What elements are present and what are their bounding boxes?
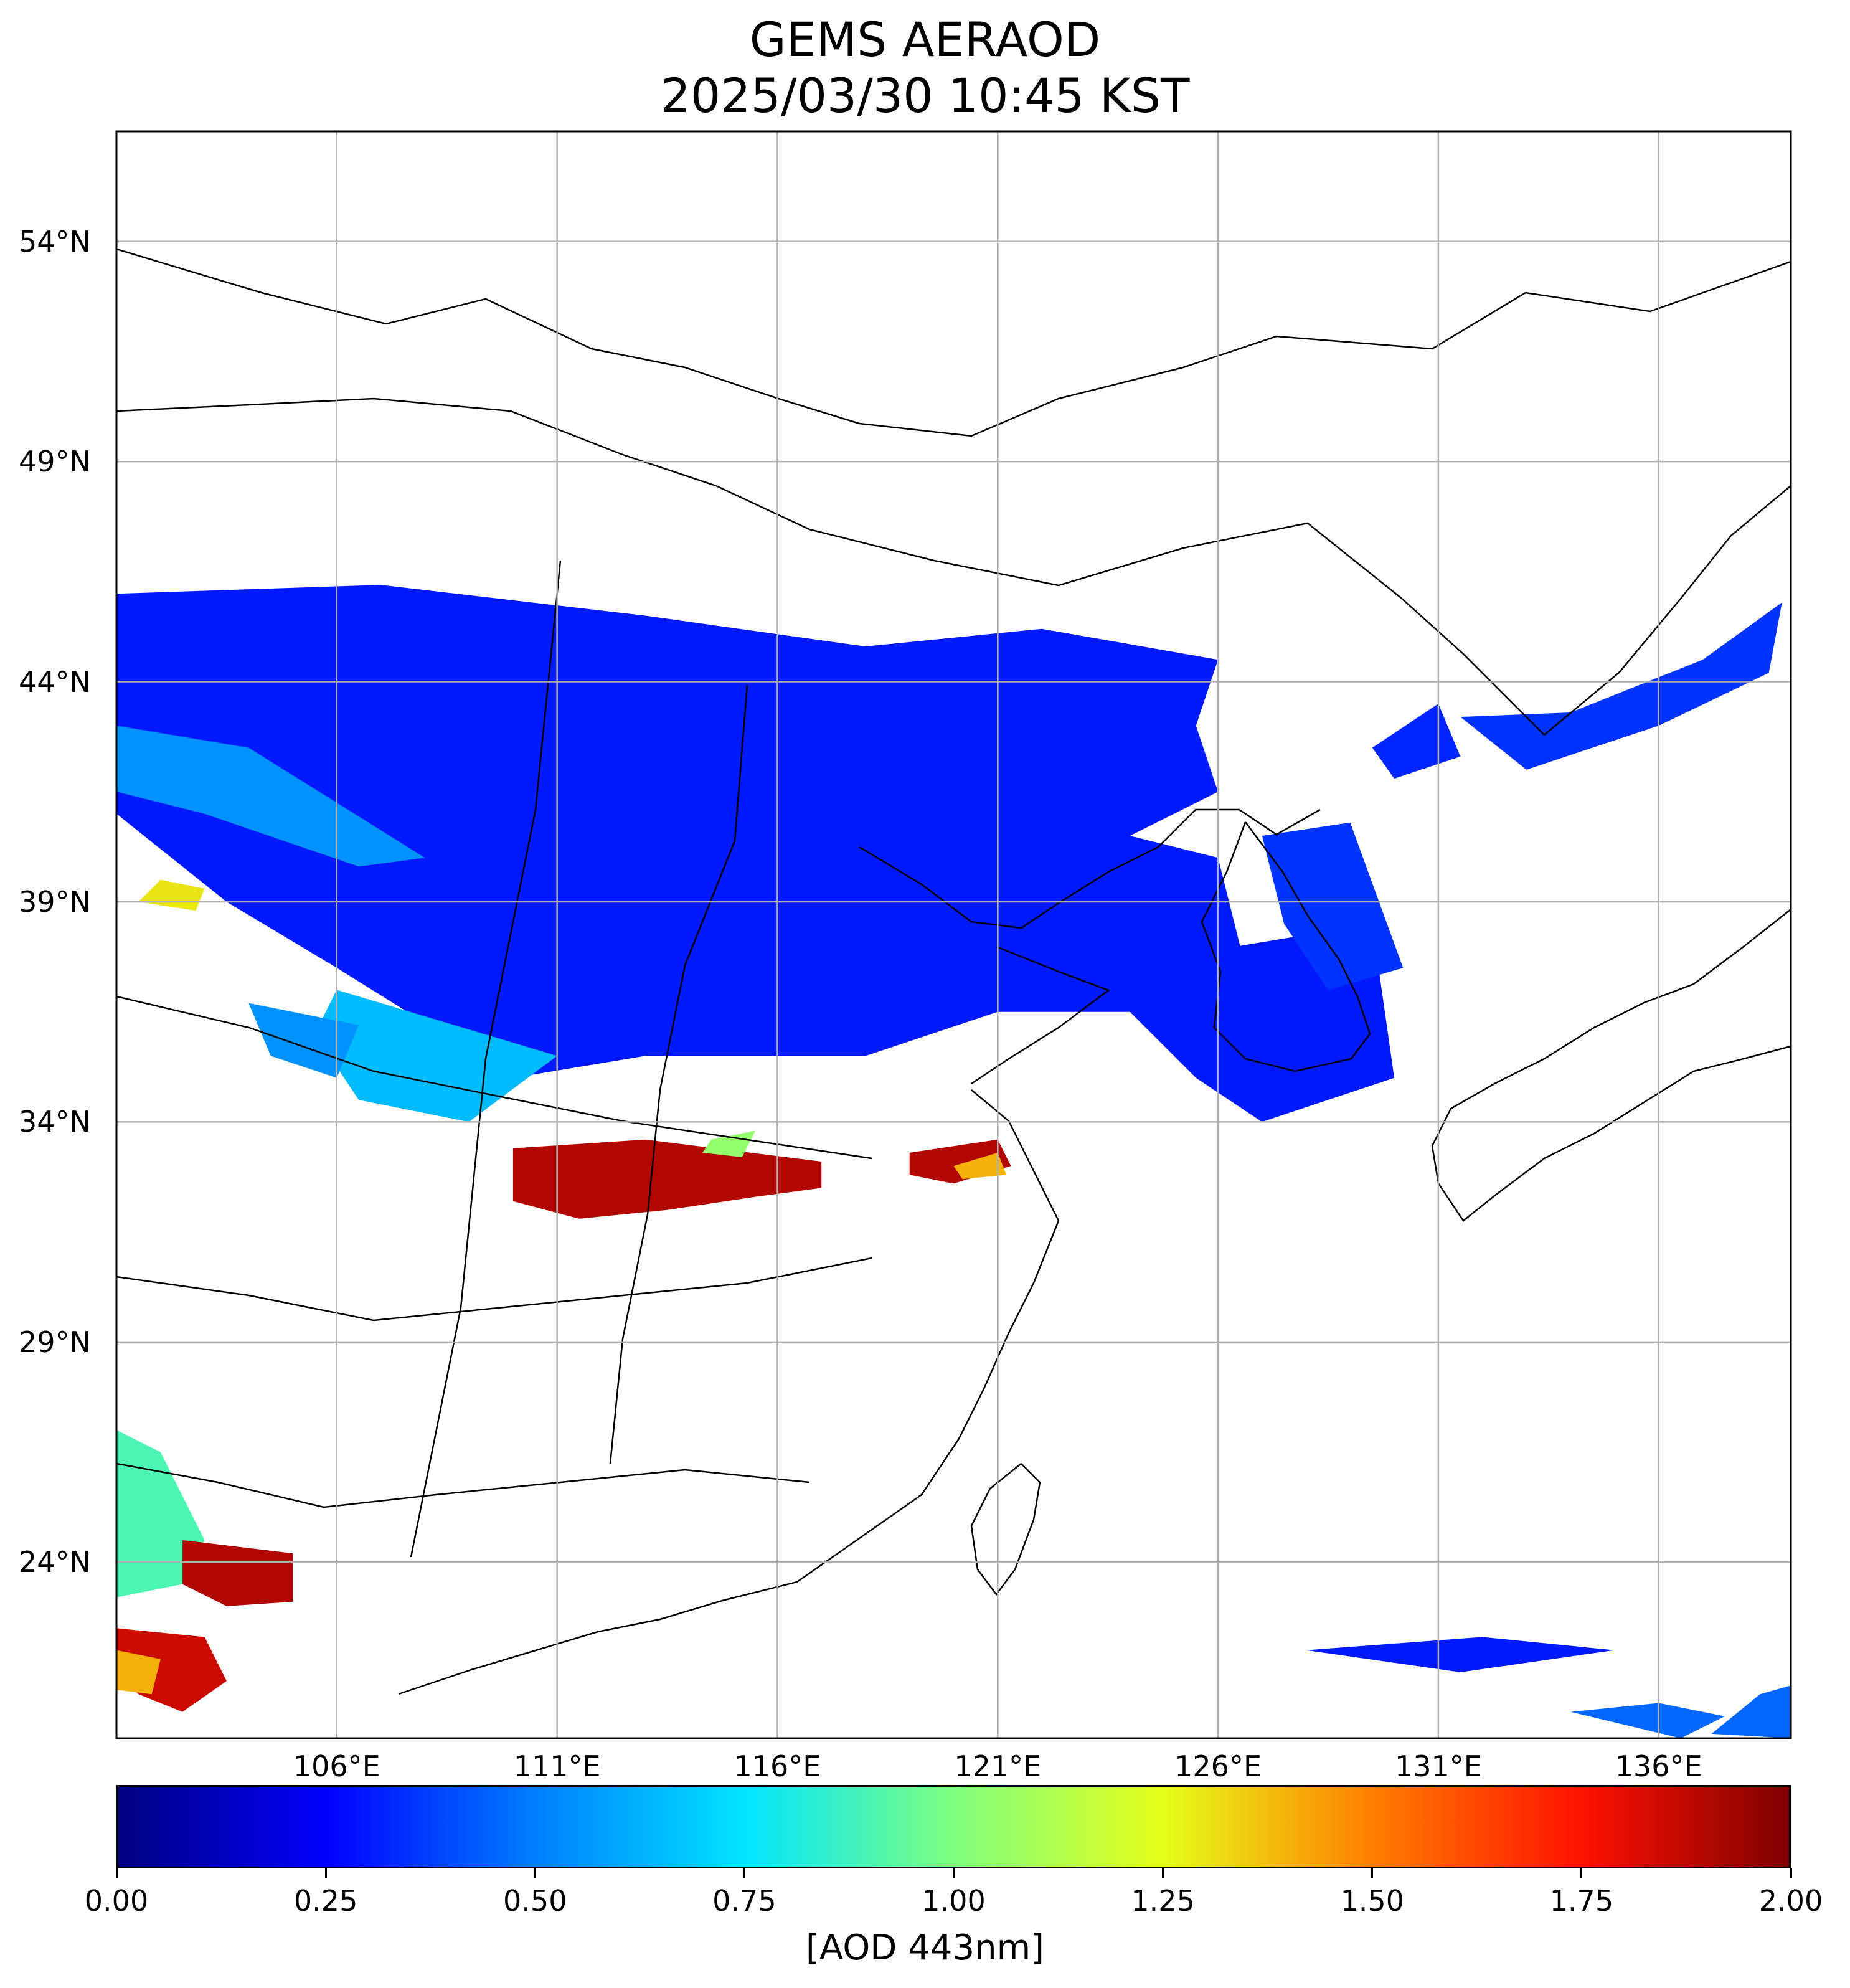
province-border-1	[410, 560, 562, 1558]
colorbar-tick-label: 2.00	[1758, 1884, 1823, 1918]
aod-region-10	[702, 1130, 756, 1157]
lat-tick-label: 39°N	[19, 884, 91, 919]
lon-tick-label: 126°E	[1174, 1749, 1262, 1783]
coastline-shandong	[971, 945, 1110, 1085]
aod-region-4	[116, 726, 425, 867]
aod-region-17	[1711, 1685, 1791, 1738]
coastline-russia-east	[1544, 485, 1791, 736]
aod-region-16	[1570, 1703, 1725, 1738]
coastline-korea	[1201, 821, 1371, 1072]
province-border-5	[116, 1462, 810, 1508]
colorbar-tick-mark	[1371, 1868, 1374, 1878]
lon-tick-label: 131°E	[1394, 1749, 1482, 1783]
province-border-4	[116, 1257, 872, 1322]
aod-region-1	[1262, 822, 1404, 990]
aod-region-5	[314, 990, 557, 1122]
province-border-3	[116, 995, 872, 1160]
colorbar-tick-label: 1.25	[1131, 1884, 1195, 1918]
colorbar-tick-mark	[1162, 1868, 1164, 1878]
lon-tick-label: 121°E	[954, 1749, 1042, 1783]
colorbar-tick-mark	[953, 1868, 955, 1878]
colorbar-tick-label: 0.75	[712, 1884, 776, 1918]
lon-tick-label: 136°E	[1615, 1749, 1702, 1783]
coastline-bohai	[859, 808, 1321, 929]
aod-colorbar	[116, 1785, 1791, 1868]
colorbar-tick-mark	[115, 1868, 118, 1878]
lat-tick-label: 49°N	[19, 445, 91, 479]
colorbar-tick-label: 1.50	[1340, 1884, 1404, 1918]
lat-tick-label: 54°N	[19, 224, 91, 258]
aod-region-8	[512, 1139, 822, 1219]
lat-tick-label: 34°N	[19, 1105, 91, 1139]
aod-region-13	[182, 1540, 293, 1606]
colorbar-tick-label: 0.50	[503, 1884, 567, 1918]
colorbar-tick-mark	[534, 1868, 536, 1878]
lat-tick-label: 24°N	[19, 1545, 91, 1579]
colorbar-tick-mark	[743, 1868, 745, 1878]
colorbar-tick-label: 0.25	[293, 1884, 358, 1918]
lon-tick-label: 111°E	[513, 1749, 601, 1783]
lon-tick-label: 116°E	[734, 1749, 821, 1783]
aod-region-15	[116, 1650, 161, 1695]
country-border-china-north	[116, 397, 1545, 736]
map-subtitle: 2025/03/30 10:45 KST	[660, 68, 1190, 123]
province-border-2	[609, 684, 748, 1464]
graticule	[116, 131, 1791, 1738]
aod-region-11	[953, 1152, 1007, 1180]
colorbar-tick-label: 1.00	[922, 1884, 986, 1918]
colorbar-tick-label: 0.00	[84, 1884, 149, 1918]
lon-tick-label: 106°E	[293, 1749, 380, 1783]
country-border-mongolia	[116, 248, 1791, 437]
coastline-layer	[116, 248, 1791, 1695]
lat-tick-label: 44°N	[19, 665, 91, 699]
aod-region-18	[1306, 1637, 1615, 1672]
aod-region-6	[248, 1003, 359, 1078]
aod-region-7	[138, 879, 205, 911]
colorbar-tick-mark	[1790, 1868, 1792, 1878]
aod-region-2	[1460, 602, 1782, 770]
map-title: GEMS AERAOD	[749, 12, 1101, 67]
coastline-japan	[1431, 909, 1791, 1222]
coastline-taiwan	[970, 1463, 1041, 1596]
colorbar-tick-mark	[324, 1868, 327, 1878]
coastline-east-china	[398, 1089, 1060, 1695]
aod-map	[115, 130, 1792, 1740]
lat-tick-label: 29°N	[19, 1325, 91, 1359]
colorbar-tick-label: 1.75	[1549, 1884, 1614, 1918]
aod-region-0	[116, 585, 1395, 1122]
map-frame	[115, 130, 1792, 1740]
colorbar-label: [AOD 443nm]	[806, 1928, 1044, 1968]
colorbar-tick-mark	[1580, 1868, 1583, 1878]
